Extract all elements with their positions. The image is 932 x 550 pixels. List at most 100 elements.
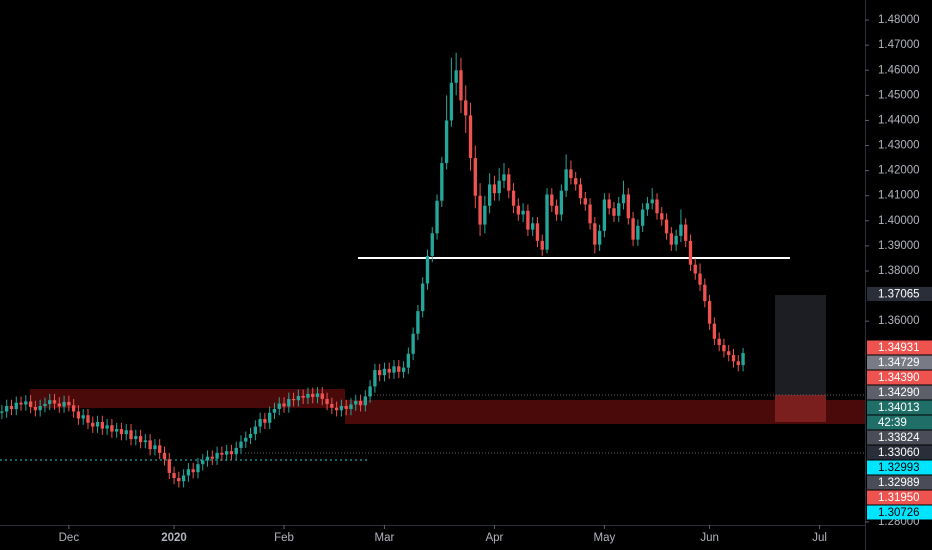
x-tick-label: Dec [59, 532, 80, 544]
candle-body [707, 301, 712, 324]
candle-body [220, 452, 224, 455]
candle-body [62, 401, 66, 407]
candle-body [162, 452, 167, 460]
candle-body [669, 233, 674, 245]
candle-body [440, 163, 444, 201]
candle-body [239, 441, 243, 448]
candle-body [597, 230, 602, 245]
candle-body [81, 415, 85, 419]
candle-body [478, 195, 482, 225]
candle-body [248, 434, 253, 438]
candle-body [583, 198, 587, 205]
y-tick-label: 1.46000 [878, 64, 920, 76]
axes: 1.48000 1.47000 1.46000 1.45000 1.44000 1.430… [59, 14, 932, 544]
candle-body [684, 224, 688, 241]
candle-body [287, 398, 291, 407]
candle-body [664, 219, 669, 234]
candle-body [268, 412, 272, 423]
price-tag-label: 1.34931 [878, 342, 920, 354]
candle-body [401, 367, 406, 372]
candle-body [344, 405, 348, 409]
candle-body [201, 460, 205, 465]
candle-body [507, 174, 511, 191]
candle-body [67, 401, 71, 406]
candle-body [703, 284, 707, 302]
price-tag [867, 475, 932, 490]
candle-body [24, 401, 28, 405]
candle-body [334, 407, 339, 411]
candle-body [48, 400, 52, 404]
price-tag-label: 1.34290 [878, 387, 920, 399]
candle-body [679, 224, 683, 236]
candle-body [698, 273, 702, 285]
price-tag [867, 400, 932, 415]
candle-body [253, 426, 258, 435]
candle-body [574, 178, 578, 185]
candle-body [688, 240, 693, 265]
candle-body [28, 401, 33, 407]
candle-body [612, 208, 616, 216]
price-tag-label: 1.30726 [878, 507, 920, 519]
candle-body [277, 403, 281, 409]
candle-body [640, 209, 645, 226]
candle-body [129, 430, 133, 440]
candle-body [105, 425, 109, 429]
candle-body [9, 405, 14, 409]
candle-body [631, 218, 635, 240]
y-tick-label: 1.44000 [878, 114, 920, 126]
candle-body [196, 464, 200, 473]
price-tag-label: 1.34390 [878, 372, 920, 384]
candle-body [492, 184, 497, 194]
countdown: 42:39 [878, 417, 907, 429]
candle-body [282, 403, 286, 407]
x-tick-label: Apr [485, 532, 503, 544]
candle-body [535, 223, 540, 241]
position-box-loss [775, 395, 826, 422]
candle-body [421, 283, 425, 312]
candle-body [588, 204, 592, 224]
candle-body [172, 472, 176, 478]
candle-body [306, 393, 310, 398]
price-tag [867, 355, 932, 370]
candle-body [114, 429, 119, 432]
candle-body [468, 115, 473, 159]
x-tick-label: Jun [700, 532, 719, 544]
candle-body [602, 199, 607, 231]
candle-body [100, 422, 105, 429]
candle-body [564, 169, 568, 191]
price-tag [867, 385, 932, 400]
candle-body [210, 456, 214, 459]
candle-body [91, 422, 95, 427]
candle-body [5, 405, 9, 412]
x-tick-label: Jul [812, 532, 827, 544]
candle-body [86, 415, 90, 423]
candle-body [674, 235, 678, 245]
price-tag [867, 370, 932, 385]
candle-body [119, 429, 124, 435]
price-tag [867, 505, 932, 520]
candle-body [712, 323, 717, 339]
candle-body [52, 400, 57, 404]
candle-body [76, 411, 81, 419]
candle-body [454, 70, 458, 83]
candle-body [435, 200, 439, 234]
price-tag [867, 430, 932, 445]
candle-body [373, 370, 377, 387]
candle-body [607, 199, 611, 209]
candle-body [315, 393, 320, 397]
candle-body [354, 400, 358, 405]
candle-body [531, 223, 535, 230]
countdown-tag [867, 415, 932, 430]
y-tick-label: 1.41000 [878, 190, 920, 202]
price-tag [867, 460, 932, 475]
candle-body [569, 169, 573, 179]
candle-body [296, 395, 301, 401]
x-tick-label: May [594, 532, 616, 544]
candle-body [593, 223, 597, 245]
candle-body [626, 194, 630, 219]
candle-body [736, 361, 740, 366]
candle-body [38, 405, 42, 411]
candle-body [645, 203, 650, 210]
